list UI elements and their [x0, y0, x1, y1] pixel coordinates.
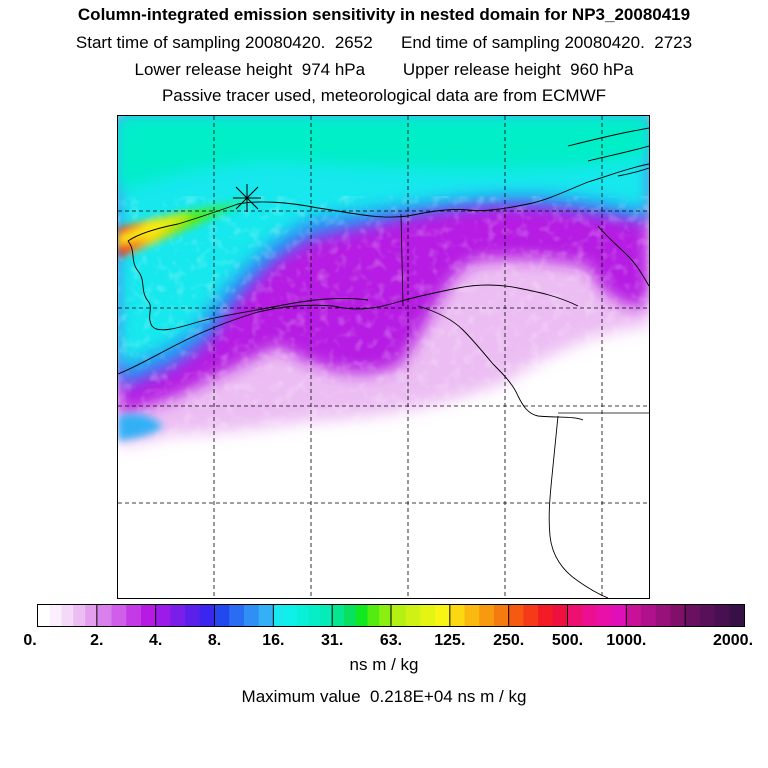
- colorbar-tick-label: 500.: [551, 632, 584, 649]
- colorbar-swatch: [343, 605, 357, 626]
- colorbar-swatch: [479, 605, 495, 626]
- colorbar-swatch: [670, 605, 686, 626]
- colorbar: [37, 604, 745, 627]
- colorbar-swatch: [38, 605, 51, 626]
- colorbar-swatch: [611, 605, 627, 626]
- colorbar-swatch: [626, 605, 642, 626]
- colorbar-units: ns m / kg: [349, 655, 419, 674]
- colorbar-swatch: [308, 605, 321, 626]
- sensitivity-map: [117, 115, 650, 599]
- pacific-northwest-coast: [548, 415, 609, 598]
- colorbar-swatch: [96, 605, 113, 626]
- colorbar-swatch: [379, 605, 392, 626]
- colorbar-swatch: [552, 605, 569, 626]
- colorbar-swatch: [332, 605, 345, 626]
- colorbar-tick-label: 2.: [90, 632, 104, 649]
- colorbar-swatch: [729, 605, 744, 626]
- colorbar-swatch: [685, 605, 701, 626]
- sensitivity-field: [118, 116, 649, 456]
- colorbar-swatch: [140, 605, 157, 626]
- colorbar-swatch: [596, 605, 613, 626]
- field-cyan-region: [118, 116, 649, 366]
- field-teal-belt: [118, 116, 649, 191]
- colorbar-swatch: [464, 605, 480, 626]
- colorbar-swatch: [185, 605, 201, 626]
- colorbar-swatch: [405, 605, 422, 626]
- alaska-west-coast: [127, 240, 369, 331]
- colorbar-swatch: [538, 605, 554, 626]
- colorbar-tick-label: 16.: [262, 632, 285, 649]
- colorbar-swatch: [155, 605, 171, 626]
- colorbar-swatch: [296, 605, 310, 626]
- bc-coast: [417, 305, 584, 421]
- plume-core: [118, 214, 188, 248]
- colorbar-swatch: [582, 605, 598, 626]
- colorbar-swatch: [229, 605, 245, 626]
- alaska-north-coast: [127, 163, 649, 242]
- release-site-star-icon: [233, 184, 261, 212]
- colorbar-tick-label: 2000.: [712, 632, 754, 649]
- sampling-time-line: Start time of sampling 20080420. 2652 En…: [75, 33, 693, 52]
- colorbar-tick-label: 125.: [434, 632, 466, 649]
- colorbar-swatch: [243, 605, 260, 626]
- colorbar-tick-label: 8.: [207, 632, 222, 649]
- colorbar-swatch: [523, 605, 539, 626]
- gulf-of-alaska-coast: [332, 284, 579, 310]
- colorbar-swatch: [508, 605, 524, 626]
- colorbar-swatch: [699, 605, 716, 626]
- colorbar-tick-label: 4.: [148, 632, 163, 649]
- alaska-peninsula-aleutians: [118, 304, 334, 375]
- colorbar-tick-label: 1000.: [606, 632, 647, 649]
- colorbar-swatch: [449, 605, 466, 626]
- release-height-line: Lower release height 974 hPa Upper relea…: [134, 60, 634, 79]
- colorbar-tick-label: 63.: [379, 632, 403, 649]
- colorbar-tick-label: 31.: [321, 632, 344, 649]
- colorbar-swatch: [285, 605, 298, 626]
- borders: [400, 213, 649, 414]
- colorbar-swatch: [273, 605, 286, 626]
- maximum-value-note: Maximum value 0.218E+04 ns m / kg: [241, 687, 527, 706]
- map-title: Column-integrated emission sensitivity i…: [77, 5, 691, 24]
- coastlines: [118, 127, 649, 598]
- colorbar-swatch: [214, 605, 230, 626]
- high-sensitivity-plume: [118, 198, 248, 258]
- colorbar-swatch: [355, 605, 369, 626]
- colorbar-swatch: [655, 605, 672, 626]
- colorbar-swatch: [391, 605, 407, 626]
- alaska-canada-border: [400, 213, 404, 307]
- colorbar-swatch: [714, 605, 730, 626]
- colorbar-swatch: [85, 605, 98, 626]
- colorbar-swatch: [126, 605, 142, 626]
- colorbar-swatch: [641, 605, 657, 626]
- colorbar-swatch: [49, 605, 63, 626]
- tracer-info-line: Passive tracer used, meteorological data…: [161, 86, 607, 105]
- southwest-tongue: [118, 414, 163, 441]
- field-texture: [118, 196, 649, 456]
- colorbar-swatch: [320, 605, 333, 626]
- colorbar-swatch: [493, 605, 510, 626]
- colorbar-swatch: [435, 605, 451, 626]
- colorbar-tick-label: 0.: [23, 632, 37, 649]
- grid-lines: [118, 116, 649, 598]
- colorbar-swatch: [73, 605, 86, 626]
- colorbar-swatch: [199, 605, 216, 626]
- colorbar-swatch: [170, 605, 186, 626]
- colorbar-swatch: [111, 605, 127, 626]
- colorbar-swatch: [420, 605, 436, 626]
- colorbar-swatch: [367, 605, 380, 626]
- colorbar-swatch: [61, 605, 74, 626]
- colorbar-swatch: [258, 605, 274, 626]
- colorbar-tick-label: 250.: [493, 632, 525, 649]
- colorbar-swatch: [567, 605, 583, 626]
- hudson-bay-coast: [597, 225, 649, 287]
